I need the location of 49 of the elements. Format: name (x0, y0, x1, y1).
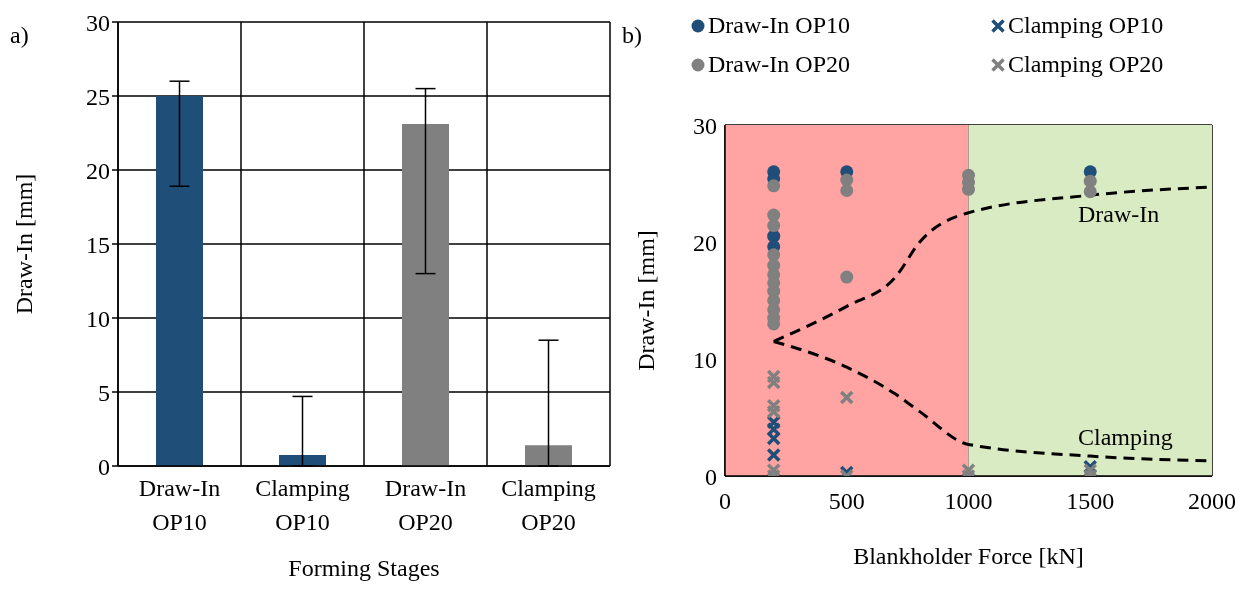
y-tick-label: 15 (86, 231, 110, 258)
point (839, 390, 854, 405)
x-axis-title: Blankholder Force [kN] (853, 543, 1084, 569)
y-tick-label: 20 (86, 157, 110, 184)
x-tick-label: 2000 (1188, 488, 1236, 515)
y-tick-label: 5 (98, 379, 110, 406)
point (766, 369, 781, 384)
bar (156, 96, 203, 466)
y-tick-label: 25 (86, 83, 110, 110)
point (766, 398, 781, 414)
x-tick-label: Draw-In OP20 (384, 475, 467, 535)
chart-title: a) (10, 22, 29, 49)
point (1083, 185, 1097, 199)
legend-label: Clamping OP10 (1008, 12, 1164, 39)
point (840, 270, 854, 284)
point (767, 219, 781, 233)
point (961, 462, 976, 476)
x-axis-title: Forming Stages (288, 555, 440, 581)
point (766, 421, 781, 437)
point (767, 179, 781, 193)
chart-title: b) (622, 22, 642, 49)
y-axis-title: Draw-In [mm] (10, 173, 37, 315)
point (840, 184, 854, 198)
y-tick-label: 10 (86, 305, 110, 332)
x-tick-label: 1500 (1066, 488, 1115, 515)
bar (402, 124, 449, 466)
point (766, 462, 781, 476)
legend-label: Draw-In OP20 (708, 51, 850, 78)
point (766, 447, 781, 463)
legend-label: Draw-In OP10 (708, 12, 850, 39)
bar (525, 445, 572, 466)
y-tick-label: 30 (86, 9, 110, 36)
x-tick-label: 500 (828, 488, 865, 515)
x-tick-label: Clamping OP10 (255, 475, 350, 535)
y-axis-title: Draw-In [mm] (632, 230, 659, 371)
point (766, 431, 781, 446)
annotation: Clamping (1078, 424, 1173, 451)
annotation: Draw-In (1078, 201, 1160, 228)
y-tick-label: 30 (693, 112, 717, 139)
x-tick-label: 1000 (944, 488, 993, 515)
point (766, 404, 781, 419)
y-tick-label: 0 (98, 453, 110, 480)
x-tick-label: Clamping OP20 (501, 475, 596, 535)
point (767, 248, 781, 262)
legend-label: Clamping OP20 (1008, 51, 1164, 78)
x-tick-label: Draw-In OP10 (138, 475, 221, 535)
point (766, 375, 781, 390)
y-tick-label: 20 (693, 229, 717, 256)
y-tick-label: 10 (693, 346, 717, 373)
